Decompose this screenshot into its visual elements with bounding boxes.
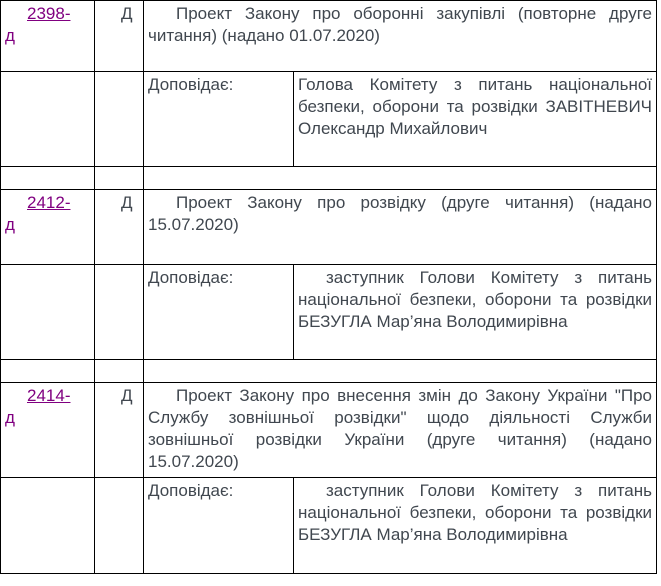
bill-number-text: 2398- [27,4,71,23]
bill-type: Д [121,386,133,405]
bill-description: Проект Закону про оборонні закупівлі (по… [148,4,653,45]
reporter-label-cell: Доповідає: [143,71,294,167]
reporter-row: Доповідає: заступник Голови Комітету з п… [0,264,658,360]
bill-number-wrap: д [5,215,15,234]
reporter-info-cell: заступник Голови Комітету з питань націо… [292,477,658,574]
spacer-row [0,166,658,190]
reporter-info: Голова Комітету з питань національної бе… [298,75,653,138]
reporter-label: Доповідає: [148,481,234,500]
bill-description: Проект Закону про внесення змін до Закон… [148,386,653,471]
empty-cell [142,359,658,383]
bill-number-cell: 2412- д [0,189,95,265]
empty-cell [142,166,658,190]
empty-cell [94,71,144,167]
spacer-row [0,359,658,383]
empty-cell [0,166,95,190]
bill-number-link-2414[interactable]: 2414- д [5,386,90,429]
bill-row: 2414- д Д Проект Закону про внесення змін… [0,382,658,478]
bill-description: Проект Закону про розвідку (друге читанн… [148,193,653,234]
bill-number-text: 2414- [27,386,71,405]
bill-description-cell: Проект Закону про оборонні закупівлі (по… [142,0,658,72]
reporter-info: заступник Голови Комітету з питань націо… [298,268,653,331]
empty-cell [0,264,95,360]
empty-cell [94,359,144,383]
bill-type-cell: Д [94,382,144,478]
reporter-info: заступник Голови Комітету з питань націо… [298,481,653,544]
bill-type-cell: Д [94,189,144,265]
reporter-row: Доповідає: Голова Комітету з питань наці… [0,71,658,167]
bill-row: 2398- д Д Проект Закону про оборонні заку… [0,0,658,72]
bill-number-text: 2412- [27,193,71,212]
reporter-label: Доповідає: [148,75,234,94]
bill-type: Д [121,193,133,212]
empty-cell [0,359,95,383]
reporter-info-cell: заступник Голови Комітету з питань націо… [292,264,658,360]
reporter-label: Доповідає: [148,268,234,287]
bill-row: 2412- д Д Проект Закону про розвідку (дру… [0,189,658,265]
reporter-label-cell: Доповідає: [143,477,294,574]
empty-cell [94,264,144,360]
bill-number-link-2398[interactable]: 2398- д [5,4,90,47]
bill-number-wrap: д [5,408,15,427]
bill-number-link-2412[interactable]: 2412- д [5,193,90,236]
bill-description-cell: Проект Закону про внесення змін до Закон… [142,382,658,478]
reporter-label-cell: Доповідає: [143,264,294,360]
agenda-table: 2398- д Д Проект Закону про оборонні заку… [0,0,658,574]
reporter-row: Доповідає: заступник Голови Комітету з п… [0,477,658,574]
bill-type: Д [121,4,133,23]
bill-type-cell: Д [94,0,144,72]
bill-description-cell: Проект Закону про розвідку (друге читанн… [142,189,658,265]
empty-cell [0,71,95,167]
empty-cell [94,477,144,574]
bill-number-wrap: д [5,26,15,45]
empty-cell [94,166,144,190]
bill-number-cell: 2398- д [0,0,95,72]
reporter-info-cell: Голова Комітету з питань національної бе… [292,71,658,167]
bill-number-cell: 2414- д [0,382,95,478]
empty-cell [0,477,95,574]
